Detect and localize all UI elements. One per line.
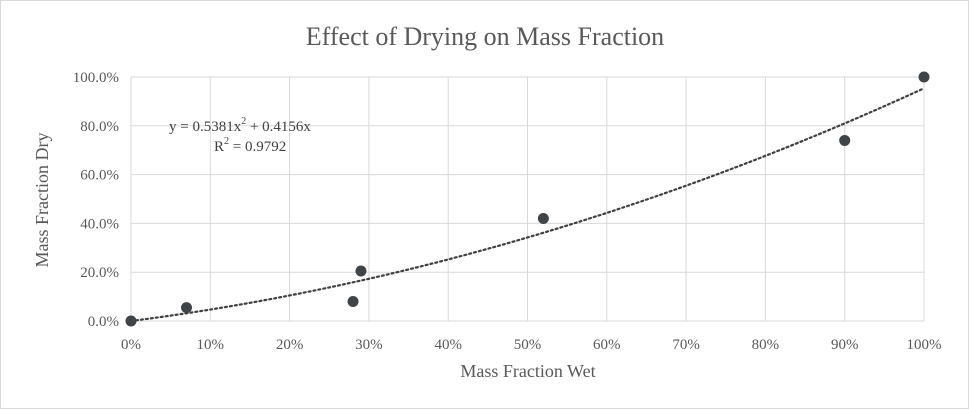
x-tick-label: 80%	[752, 337, 780, 353]
x-tick-label: 60%	[593, 337, 621, 353]
data-point	[918, 71, 930, 83]
x-axis-ticks: 0% 10% 20% 30% 40% 50% 60% 70% 80% 90% 100%	[121, 337, 942, 353]
data-point	[537, 213, 549, 225]
y-tick-label: 60.0%	[80, 168, 119, 184]
data-point	[355, 265, 367, 277]
y-tick-label: 100.0%	[73, 70, 119, 86]
y-axis-ticks: 0.0% 20.0% 40.0% 60.0% 80.0% 100.0%	[73, 70, 119, 330]
x-tick-label: 100%	[907, 337, 942, 353]
x-tick-label: 90%	[831, 337, 859, 353]
data-points	[125, 71, 930, 327]
y-tick-label: 80.0%	[80, 119, 119, 135]
x-tick-label: 0%	[121, 337, 141, 353]
r-squared-label: R2 = 0.9792	[214, 136, 286, 155]
x-tick-label: 20%	[276, 337, 304, 353]
chart-title: Effect of Drying on Mass Fraction	[306, 22, 664, 51]
y-tick-label: 20.0%	[80, 265, 119, 281]
y-tick-label: 40.0%	[80, 216, 119, 232]
x-tick-label: 40%	[434, 337, 462, 353]
x-axis-title: Mass Fraction Wet	[460, 361, 595, 381]
x-tick-label: 10%	[197, 337, 225, 353]
y-axis-title: Mass Fraction Dry	[32, 133, 52, 268]
x-tick-label: 70%	[672, 337, 700, 353]
trendline	[129, 87, 926, 323]
trendline-equation: y = 0.5381x2 + 0.4156x	[169, 116, 311, 135]
data-point	[181, 302, 193, 314]
y-tick-label: 0.0%	[88, 314, 119, 330]
x-tick-label: 30%	[355, 337, 383, 353]
x-tick-label: 50%	[514, 337, 542, 353]
trendline-group	[129, 87, 926, 323]
data-point	[347, 295, 359, 307]
data-point	[839, 134, 851, 146]
gridlines	[130, 76, 925, 322]
data-point	[125, 315, 137, 327]
